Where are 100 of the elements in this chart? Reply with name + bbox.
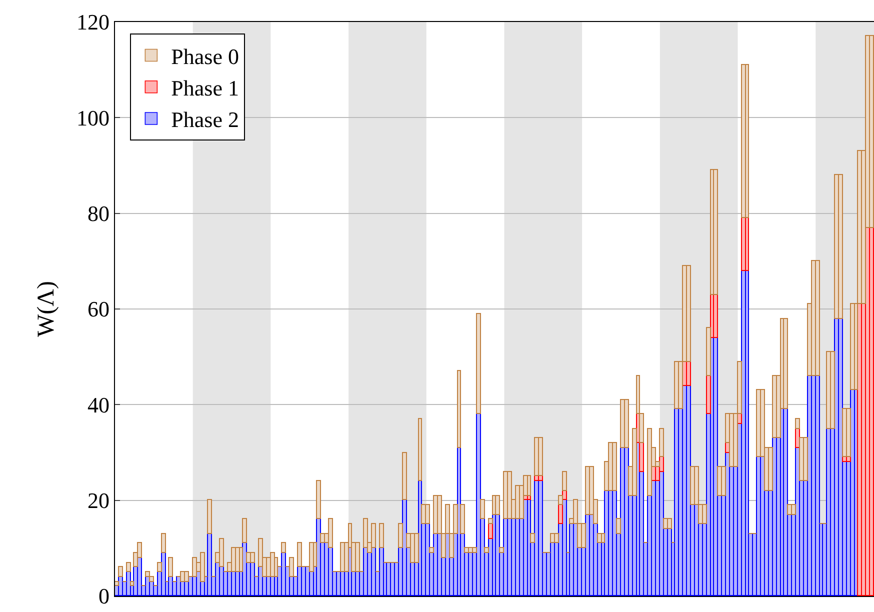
bar xyxy=(126,562,131,572)
bar xyxy=(702,504,707,524)
y-tick-label: 100 xyxy=(76,105,110,130)
bar xyxy=(379,547,384,596)
bar xyxy=(791,504,796,515)
bar xyxy=(795,418,800,429)
bar xyxy=(663,518,668,529)
bar xyxy=(289,557,294,577)
y-tick-label: 120 xyxy=(76,10,110,35)
bar xyxy=(184,571,189,582)
bar xyxy=(207,533,212,596)
bar xyxy=(554,533,559,543)
legend-label: Phase 0 xyxy=(171,44,240,69)
bar xyxy=(200,552,205,582)
bar xyxy=(803,437,808,481)
bar xyxy=(476,413,481,596)
bar xyxy=(320,533,325,543)
bar xyxy=(632,428,637,496)
bar xyxy=(507,471,512,519)
bar xyxy=(706,327,711,376)
bar xyxy=(527,495,531,500)
bar xyxy=(558,504,563,524)
bar xyxy=(316,480,321,519)
bar xyxy=(721,466,726,496)
bar xyxy=(137,557,142,596)
bar xyxy=(207,499,212,534)
bar xyxy=(686,265,691,362)
bar xyxy=(161,552,166,596)
y-tick-label: 60 xyxy=(88,296,110,322)
bar xyxy=(495,514,500,596)
y-tick-label: 20 xyxy=(88,488,110,514)
bar xyxy=(168,557,173,577)
bar xyxy=(647,428,652,496)
bar xyxy=(414,533,419,563)
bar xyxy=(639,442,644,472)
bar xyxy=(379,523,384,548)
bar xyxy=(538,480,543,596)
bar xyxy=(499,547,504,553)
bar xyxy=(429,547,434,553)
bar xyxy=(126,571,131,596)
bar xyxy=(297,542,302,567)
bar xyxy=(328,518,333,548)
bar xyxy=(488,523,493,539)
bar xyxy=(157,562,162,572)
bar xyxy=(562,471,567,491)
bar xyxy=(745,270,749,596)
bar xyxy=(270,552,275,577)
bar xyxy=(371,547,376,596)
bar xyxy=(667,528,672,596)
bar xyxy=(118,566,123,577)
bar xyxy=(869,227,874,596)
bar xyxy=(476,313,481,414)
bar xyxy=(484,547,489,553)
bar xyxy=(815,260,820,376)
bar xyxy=(659,428,664,457)
bar xyxy=(838,174,843,319)
bar xyxy=(624,399,629,448)
bar xyxy=(768,447,773,491)
bar xyxy=(713,169,718,295)
bar xyxy=(787,504,792,515)
bar xyxy=(830,351,835,429)
bar xyxy=(464,547,469,553)
bar xyxy=(192,557,197,577)
bar xyxy=(558,495,563,505)
bar xyxy=(425,504,430,524)
bar xyxy=(402,452,407,500)
bar xyxy=(161,533,166,553)
bar xyxy=(328,547,333,596)
bar xyxy=(601,533,605,543)
bar xyxy=(846,408,851,457)
bar xyxy=(838,318,843,596)
bar xyxy=(713,294,718,338)
bar xyxy=(612,490,617,596)
bar xyxy=(130,581,134,586)
bar xyxy=(706,375,711,414)
bar xyxy=(527,475,531,496)
bar xyxy=(480,499,485,519)
bar xyxy=(616,518,621,534)
bar xyxy=(418,418,422,481)
bar xyxy=(745,217,749,271)
bar xyxy=(783,408,788,596)
bar xyxy=(869,35,874,228)
bar xyxy=(250,552,255,563)
bar xyxy=(180,571,185,582)
bar xyxy=(250,562,255,596)
bar xyxy=(115,581,119,586)
y-tick-label: 80 xyxy=(88,201,110,226)
bar xyxy=(581,523,586,548)
bar xyxy=(219,538,224,567)
bar xyxy=(815,375,820,596)
bar xyxy=(457,370,461,448)
bar xyxy=(530,533,535,543)
bar xyxy=(783,318,788,409)
bar xyxy=(495,495,500,515)
bar xyxy=(686,361,691,386)
y-tick-label: 0 xyxy=(98,584,110,609)
bar xyxy=(713,337,718,596)
bar xyxy=(745,64,749,218)
bar xyxy=(472,547,477,553)
bar xyxy=(538,475,543,481)
